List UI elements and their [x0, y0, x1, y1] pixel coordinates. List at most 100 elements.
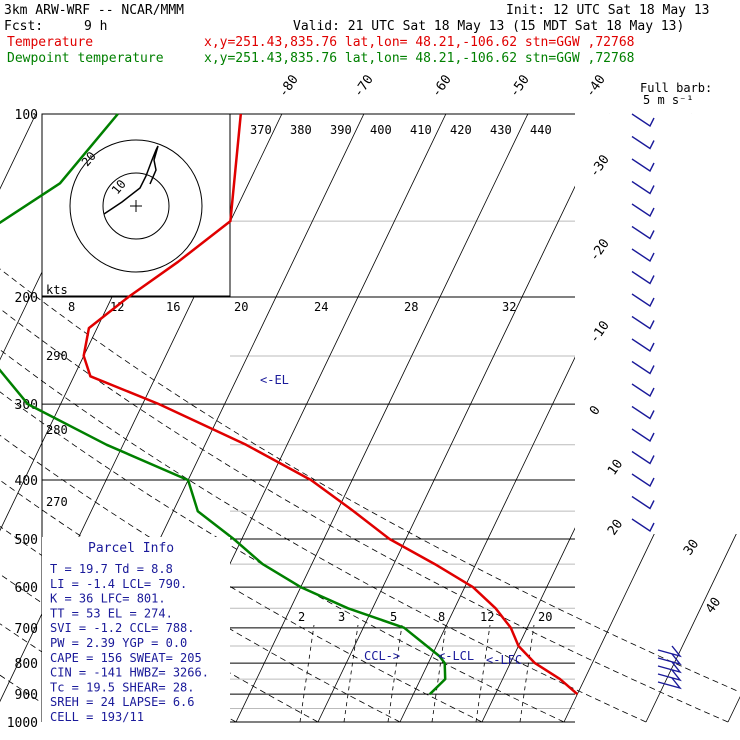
hodograph-ring-inner: [102, 172, 170, 240]
dry-adiabat-7: [0, 349, 647, 723]
isotherm--50: [0, 113, 283, 703]
mixing-ratio-label-3: 8: [438, 610, 445, 624]
parcel-info-row-0: T = 19.7 Td = 8.8: [50, 562, 173, 576]
isotherm-label-4: -40: [583, 72, 609, 100]
lcl-marker: <-LCL: [438, 649, 474, 663]
theta-e-label-0: 8: [68, 300, 75, 314]
hodograph-units: kts: [46, 283, 68, 297]
isotherm-label-9: 10: [605, 457, 626, 478]
hodograph: 20 10: [41, 113, 231, 297]
dry-adiabat-5: [0, 434, 483, 723]
wind-barb-15: [631, 450, 655, 465]
parcel-info-row-2: K = 36 LFC= 801.: [50, 592, 166, 606]
pressure-label-400: 400: [15, 474, 38, 489]
mixing-ratio-label-4: 12: [480, 610, 494, 624]
isotherm-30: [645, 525, 740, 723]
mixing-ratio-label-1: 3: [338, 610, 345, 624]
valid-time: Valid: 21 UTC Sat 18 May 13 (15 MDT Sat …: [293, 19, 684, 34]
lower-wind-barb-2: [657, 661, 682, 674]
wind-barb-14: [631, 428, 655, 443]
theta-label-0: 370: [250, 123, 272, 137]
isotherm-label-3: -50: [507, 72, 533, 100]
theta-label-10: 270: [46, 495, 68, 509]
barb-legend-title: Full barb:: [640, 81, 712, 95]
isotherm-label-11: 30: [681, 537, 702, 558]
pressure-label-700: 700: [15, 622, 38, 637]
theta-label-9: 280: [46, 423, 68, 437]
init-time: Init: 12 UTC Sat 18 May 13: [506, 3, 710, 18]
wind-barb-7: [631, 270, 655, 285]
wind-barb-9: [631, 315, 655, 330]
temperature-curve: [82, 113, 579, 696]
wind-barb-6: [631, 248, 655, 263]
profile-curves: [0, 113, 579, 696]
parcel-info-rows: T = 19.7 Td = 8.8LI = -1.4 LCL= 790.K = …: [50, 562, 209, 724]
pressure-label-500: 500: [15, 533, 38, 548]
background-lines: [0, 113, 740, 723]
wind-barb-18: [631, 518, 655, 533]
dry-adiabat-8: [0, 308, 729, 723]
wind-barb-10: [631, 338, 655, 353]
el-marker: <-EL: [260, 373, 289, 387]
parcel-info-row-7: CIN = -141 HWBZ= 3266.: [50, 666, 209, 680]
temperature-location: x,y=251.43,835.76 lat,lon= 48.21,-106.62…: [204, 35, 634, 50]
parcel-info-row-5: PW = 2.39 YGP = 0.0: [50, 636, 187, 650]
isotherm-label-12: 40: [703, 595, 724, 616]
wind-barb-13: [631, 405, 655, 420]
lower-wind-barb-0: [657, 645, 682, 658]
wind-barb-5: [631, 225, 655, 240]
fcst-label: Fcst:: [4, 19, 43, 34]
parcel-info-row-9: SREH = 24 LAPSE= 6.6: [50, 695, 195, 709]
wind-barb-0: [631, 113, 655, 128]
mixing-ratio-line-5: [387, 624, 403, 723]
lower-wind-barb-1: [657, 653, 682, 666]
fcst-value: 9 h: [84, 19, 107, 34]
mixing-ratio-line-2: [299, 624, 315, 723]
theta-label-8: 290: [46, 349, 68, 363]
mixing-ratio-label-0: 2: [298, 610, 305, 624]
theta-label-5: 420: [450, 123, 472, 137]
isotherm-label-1: -70: [351, 72, 377, 100]
pressure-label-100: 100: [15, 108, 38, 123]
mixing-ratio-line-8: [431, 624, 447, 723]
parcel-info-row-10: CELL = 193/11: [50, 710, 144, 724]
isotherm-label-2: -60: [429, 72, 455, 100]
wind-barb-4: [631, 203, 655, 218]
hodograph-ring-outer: [69, 139, 203, 273]
mixing-ratio-label-2: 5: [390, 610, 397, 624]
theta-label-6: 430: [490, 123, 512, 137]
mixing-ratio-label-5: 20: [538, 610, 552, 624]
theta-label-1: 380: [290, 123, 312, 137]
wind-barb-12: [631, 383, 655, 398]
lower-wind-barb-4: [657, 677, 682, 690]
parcel-info-row-8: Tc = 19.5 SHEAR= 28.: [50, 680, 195, 694]
pressure-label-900: 900: [15, 688, 38, 703]
theta-e-label-2: 16: [166, 300, 180, 314]
pressure-label-200: 200: [15, 291, 38, 306]
lower-wind-barb-3: [657, 669, 682, 682]
mixing-ratio-line-12: [475, 624, 491, 723]
right-margin-mask: [575, 114, 740, 534]
dewpoint-location: x,y=251.43,835.76 lat,lon= 48.21,-106.62…: [204, 51, 634, 66]
temperature-legend: Temperature: [7, 35, 93, 50]
theta-label-4: 410: [410, 123, 432, 137]
wind-barb-11: [631, 360, 655, 375]
lfc-marker: <-LFC: [486, 653, 522, 667]
parcel-info-row-1: LI = -1.4 LCL= 790.: [50, 577, 187, 591]
dry-adiabat-9: [0, 268, 740, 693]
pressure-label-800: 800: [15, 657, 38, 672]
parcel-info-panel: Parcel Info T = 19.7 Td = 8.8LI = -1.4 L…: [42, 537, 230, 727]
parcel-info-title: Parcel Info: [88, 541, 174, 556]
pressure-label-300: 300: [15, 398, 38, 413]
wind-barb-3: [631, 180, 655, 195]
mixing-ratio-line-3: [343, 624, 359, 723]
isotherm--10: [317, 113, 611, 723]
pressure-label-600: 600: [15, 581, 38, 596]
hodograph-trace: [103, 145, 159, 215]
parcel-info-row-4: SVI = -1.2 CCL= 788.: [50, 621, 195, 635]
parcel-info-row-3: TT = 53 EL = 274.: [50, 606, 173, 620]
parcel-info-row-6: CAPE = 156 SWEAT= 205: [50, 651, 202, 665]
wind-barb-8: [631, 293, 655, 308]
ccl-marker: CCL->: [364, 649, 400, 663]
isotherm-label-10: 20: [605, 517, 626, 538]
